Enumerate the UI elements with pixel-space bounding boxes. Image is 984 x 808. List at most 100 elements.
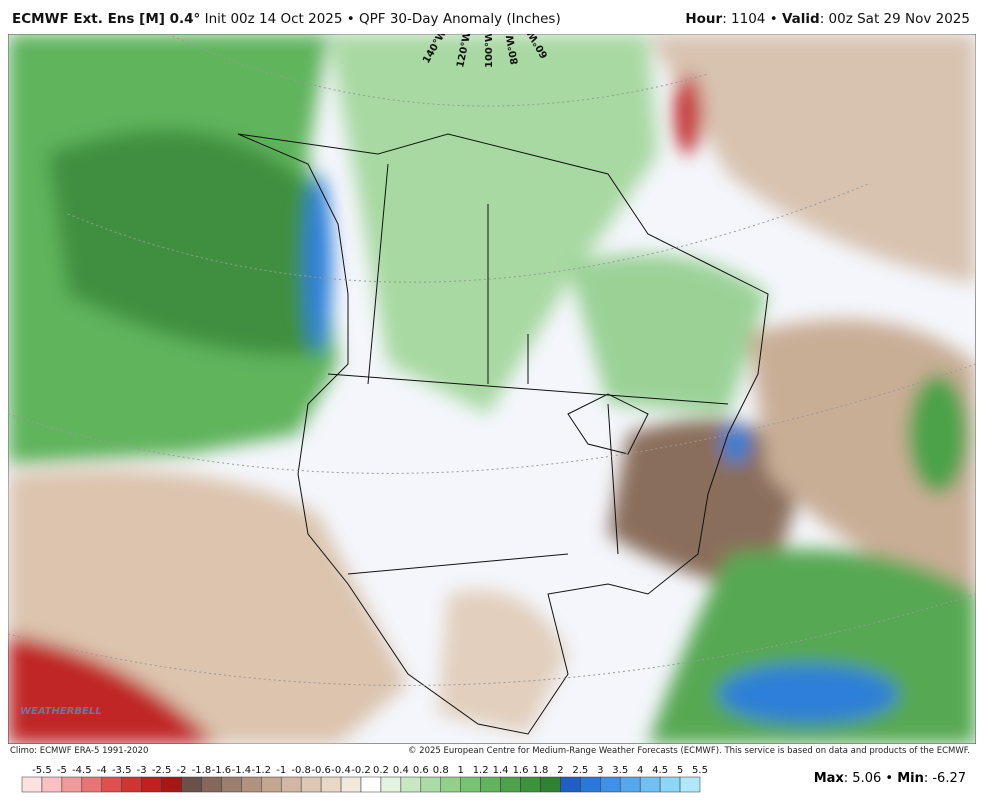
colorbar-swatch	[480, 776, 501, 793]
colorbar-swatch	[261, 776, 282, 793]
colorbar-swatch	[580, 776, 601, 793]
lon-label: 80°W	[505, 34, 521, 65]
model-name: ECMWF Ext. Ens [M] 0.4°	[12, 11, 201, 27]
colorbar-label: 0.4	[393, 765, 409, 776]
lon-label: 100°W	[484, 34, 495, 68]
min-label: Min	[897, 771, 924, 786]
caribbean-blue	[718, 664, 898, 724]
valid-value: : 00z Sat 29 Nov 2025	[819, 11, 970, 27]
colorbar-label: 4.5	[652, 765, 668, 776]
colorbar-swatch	[380, 776, 402, 793]
coast-blue	[304, 174, 332, 354]
stats: Max: 5.06 • Min: -6.27	[814, 771, 966, 786]
colorbar-swatch	[101, 776, 122, 793]
greenland-red	[674, 74, 702, 154]
colorbar-swatch	[560, 776, 581, 793]
colorbar-swatch	[639, 776, 661, 793]
hour-label: Hour	[685, 11, 723, 27]
colorbar-label: -1.8	[192, 765, 212, 776]
colorbar-label: 3.5	[612, 765, 628, 776]
colorbar-label: -1.2	[252, 765, 272, 776]
colorbar-swatch	[181, 776, 202, 793]
colorbar-label: -3	[137, 765, 147, 776]
colorbar-label: -0.8	[291, 765, 311, 776]
colorbar-swatch	[81, 776, 103, 793]
colorbar-swatch	[679, 776, 701, 793]
colorbar-swatch	[141, 776, 162, 793]
mexico-dry	[438, 590, 568, 734]
colorbar-label: 5	[677, 765, 683, 776]
boundaries	[237, 133, 769, 735]
colorbar: -5.5 -5 -4.5 -4 -3.5 -3 -2.5 -2 -1.8 -1.6 -1.4 -1.2…	[21, 765, 708, 793]
header-right: Hour: 1104 • Valid: 00z Sat 29 Nov 2025	[685, 11, 970, 27]
colorbar-swatch	[400, 776, 422, 793]
colorbar-label: -0.2	[351, 765, 371, 776]
great-lakes	[567, 393, 649, 455]
watermark: WEATHERBELL	[20, 706, 102, 717]
colorbar-label: 2	[557, 765, 563, 776]
colorbar-label: 1.6	[513, 765, 529, 776]
colorbar-label: 4	[637, 765, 643, 776]
map: 140°W 120°W 100°W 80°W 60°W WEATHERBELL	[8, 34, 976, 744]
continent-outline	[237, 133, 769, 735]
colorbar-swatch	[201, 776, 222, 793]
pacific-wet-core	[48, 130, 318, 356]
max-label: Max	[813, 771, 844, 786]
graticule	[8, 34, 976, 686]
colorbar-swatch	[221, 776, 242, 793]
colorbar-label: -4.5	[72, 765, 92, 776]
colorbar-label: -0.4	[331, 765, 351, 776]
colorbar-swatch	[300, 776, 322, 793]
colorbar-label: 2.5	[572, 765, 588, 776]
colorbar-label: -1.4	[232, 765, 252, 776]
east-coast-dry	[608, 419, 808, 594]
colorbar-swatch	[21, 776, 43, 793]
colorbar-swatch	[540, 776, 561, 793]
colorbar-swatch	[659, 776, 681, 793]
run-info: Init 00z 14 Oct 2025 • QPF 30-Day Anomal…	[200, 11, 561, 27]
colorbar-label: 5.5	[692, 765, 708, 776]
colorbar-label: -1	[276, 765, 286, 776]
colorbar-swatch	[440, 776, 461, 793]
valid-label: Valid	[781, 11, 820, 27]
max-value: : 5.06 •	[843, 771, 898, 786]
colorbar-label: -1.6	[212, 765, 232, 776]
colorbar-swatch	[41, 776, 63, 793]
colorbar-swatch	[340, 776, 362, 793]
header-left: ECMWF Ext. Ens [M] 0.4° Init 00z 14 Oct …	[12, 11, 561, 27]
colorbar-label: -4	[97, 765, 107, 776]
colorbar-label: -5.5	[32, 765, 52, 776]
colorbar-swatch	[500, 776, 521, 793]
quebec-wet	[568, 254, 768, 414]
atlantic-wet	[908, 374, 968, 494]
colorbar-swatch	[520, 776, 541, 793]
colorbar-swatch	[360, 776, 382, 793]
colorbar-swatch	[280, 776, 302, 793]
canada-wet	[328, 34, 658, 414]
colorbar-label: 0.8	[433, 765, 449, 776]
colorbar-label: 3	[597, 765, 603, 776]
colorbar-swatch	[600, 776, 621, 793]
colorbar-swatch	[161, 776, 182, 793]
colorbar-label: 0.2	[373, 765, 389, 776]
hour-value: : 1104 •	[722, 11, 782, 27]
colorbar-label: 1.8	[533, 765, 549, 776]
colorbar-label: -2.5	[152, 765, 172, 776]
colorbar-label: -5	[57, 765, 67, 776]
copyright: © 2025 European Centre for Medium-Range …	[407, 746, 970, 756]
colorbar-swatch	[619, 776, 641, 793]
atlantic-blue	[722, 424, 750, 464]
borders	[327, 163, 729, 575]
colorbar-label: 1.4	[493, 765, 509, 776]
colorbar-swatch	[241, 776, 262, 793]
colorbar-label: 0.6	[413, 765, 429, 776]
colorbar-swatch	[420, 776, 442, 793]
colorbar-swatch	[320, 776, 342, 793]
min-value: : -6.27	[923, 771, 966, 786]
anomaly-field	[8, 34, 976, 744]
southwest-red	[8, 634, 218, 744]
colorbar-label: -3.5	[112, 765, 132, 776]
colorbar-swatch	[460, 776, 481, 793]
colorbar-label: -2	[177, 765, 187, 776]
